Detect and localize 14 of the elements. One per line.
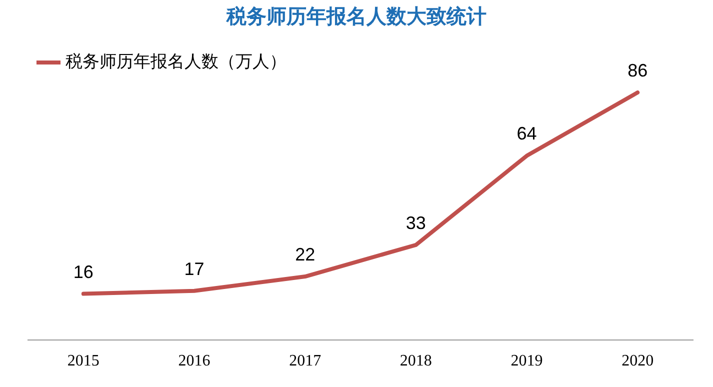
chart-title: 税务师历年报名人数大致统计 — [226, 4, 486, 28]
data-label: 16 — [73, 262, 94, 282]
data-label: 33 — [406, 212, 426, 233]
x-tick-label: 2015 — [67, 352, 100, 370]
data-label: 17 — [184, 258, 204, 279]
data-label: 86 — [628, 60, 648, 80]
x-tick-label: 2019 — [510, 352, 543, 370]
x-tick-label: 2020 — [622, 352, 654, 370]
x-tick-label: 2018 — [400, 352, 432, 370]
x-tick-label: 2017 — [289, 352, 322, 370]
x-tick-label: 2016 — [178, 352, 210, 370]
data-label: 64 — [516, 124, 537, 144]
legend-label: 税务师历年报名人数（万人） — [66, 52, 286, 72]
data-label: 22 — [295, 244, 316, 265]
